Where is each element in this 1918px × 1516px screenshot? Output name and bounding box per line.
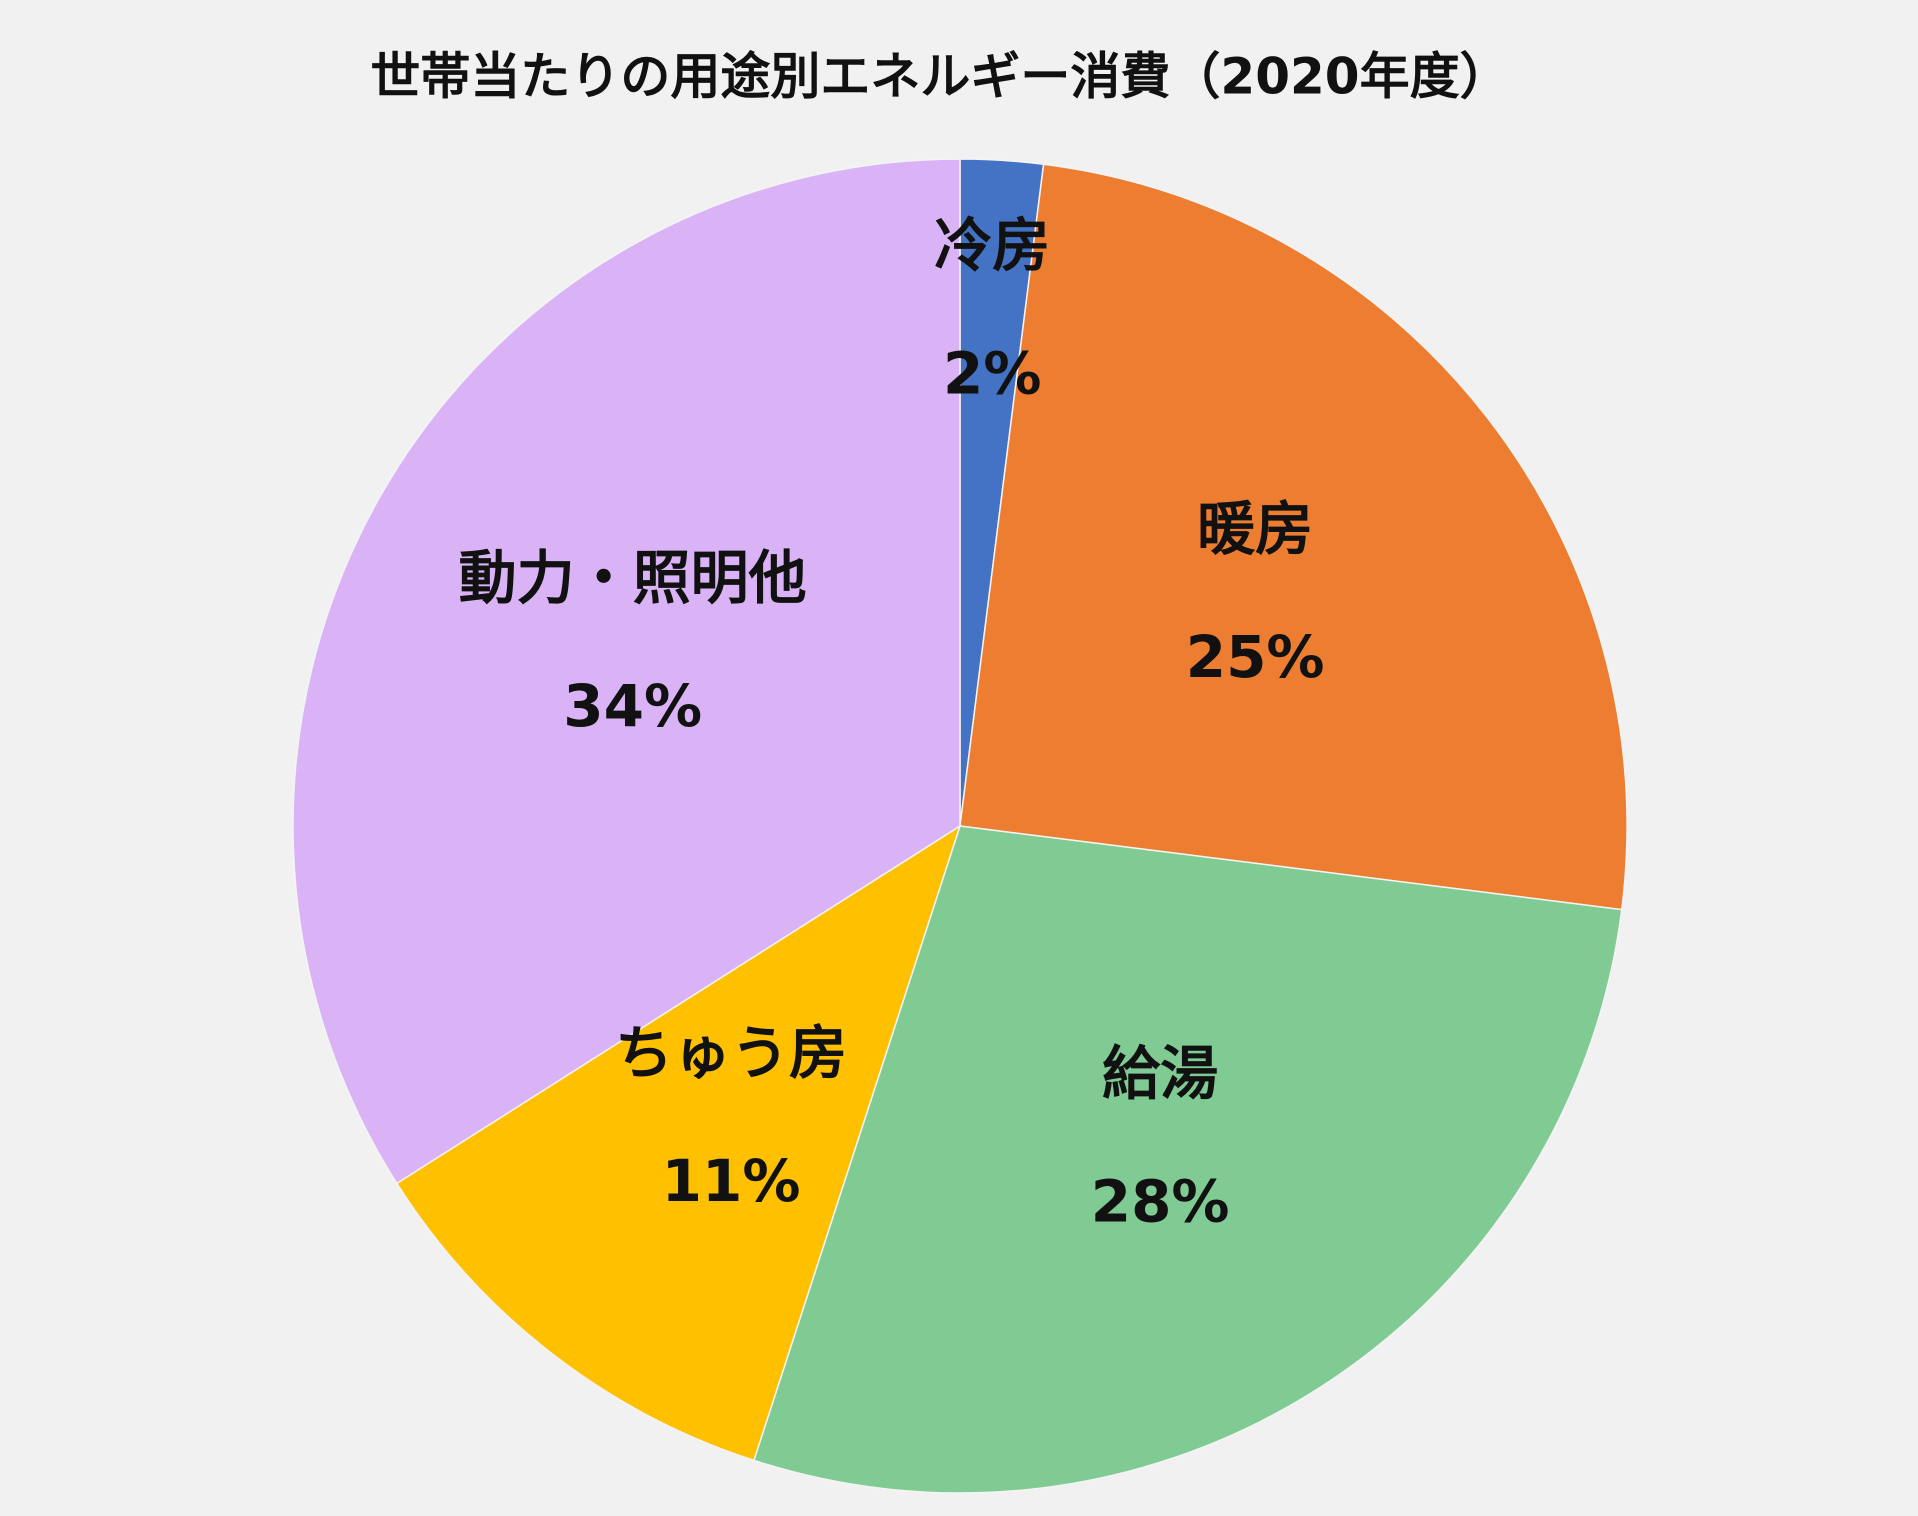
- chart-title: 世帯当たりの用途別エネルギー消費（2020年度）: [370, 48, 1509, 106]
- pie-slice: [752, 825, 1623, 1494]
- slice-value-label: 28%: [1091, 1167, 1230, 1235]
- slice-category-label: 動力・照明他: [459, 544, 807, 612]
- slice-category-label: 暖房: [1197, 495, 1313, 563]
- slice-value-label: 11%: [662, 1147, 801, 1215]
- slice-value-label: 34%: [563, 672, 702, 740]
- slice-category-label: 給湯: [1102, 1039, 1218, 1107]
- slice-category-label: 冷房: [934, 212, 1050, 280]
- slice-category-label: ちゅう房: [615, 1019, 847, 1087]
- pie-slice: [395, 824, 962, 1462]
- pie-slice: [959, 163, 1628, 911]
- slice-value-label: 2%: [943, 340, 1041, 408]
- slice-value-label: 25%: [1186, 623, 1325, 691]
- pie-slice: [292, 158, 961, 1185]
